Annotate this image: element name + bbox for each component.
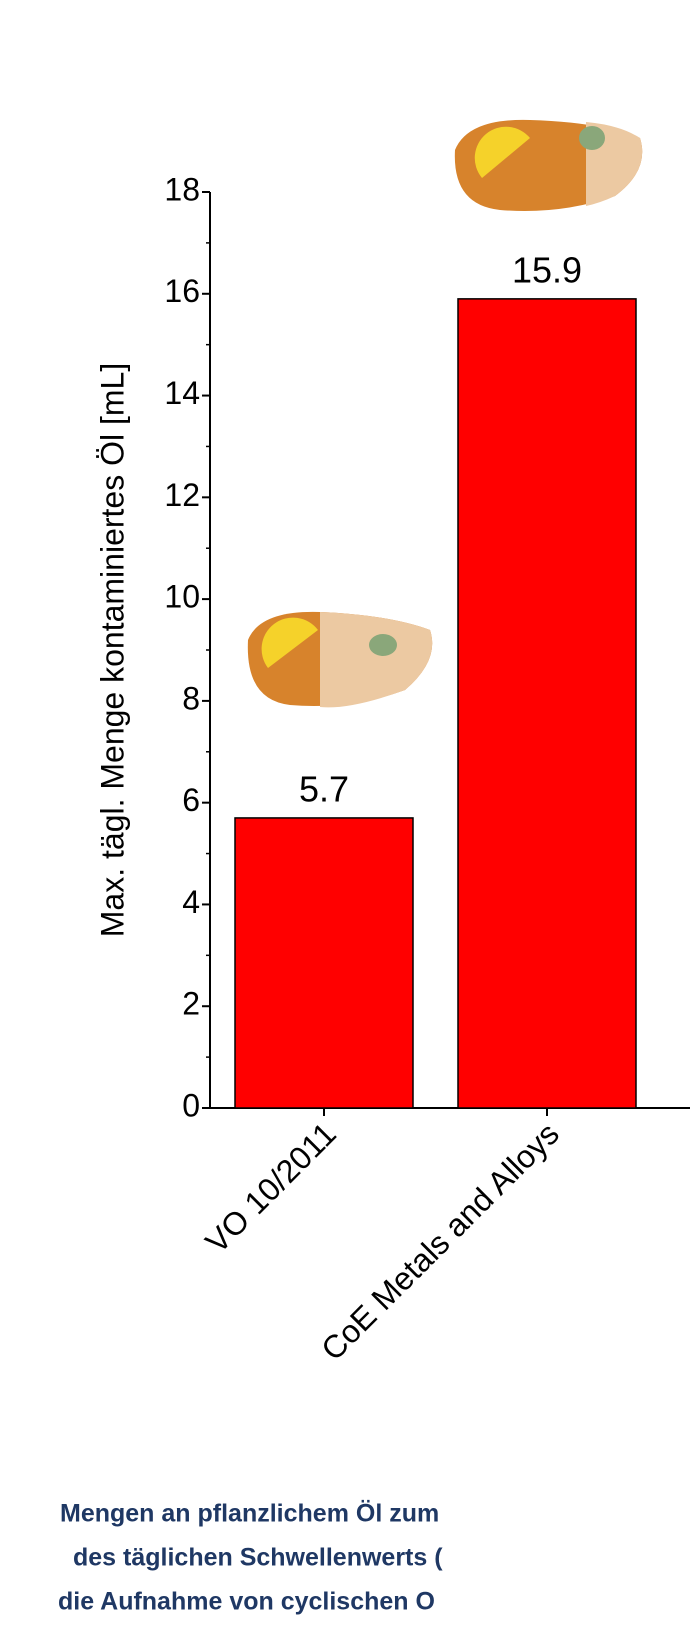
- y-tick-label: 2: [182, 986, 200, 1022]
- y-tick-label: 0: [182, 1087, 200, 1123]
- y-tick-label: 12: [164, 477, 200, 513]
- bar: [235, 818, 413, 1108]
- schnitzel-1: [248, 612, 432, 708]
- y-tick-label: 4: [182, 884, 200, 920]
- schnitzel-2: [455, 120, 642, 211]
- y-tick-label: 18: [164, 171, 200, 207]
- value-label: 5.7: [299, 768, 349, 809]
- caption-line: Mengen an pflanzlichem Öl zum: [60, 1499, 439, 1528]
- y-tick-label: 6: [182, 782, 200, 818]
- y-tick-label: 14: [164, 375, 200, 411]
- caption-line: die Aufnahme von cyclischen O: [58, 1588, 435, 1616]
- y-tick-label: 16: [164, 273, 200, 309]
- value-label: 15.9: [512, 249, 582, 290]
- y-axis-label: Max. tägl. Menge kontaminiertes Öl [mL]: [94, 363, 130, 937]
- bar: [458, 299, 636, 1108]
- chart: Max. tägl. Menge kontaminiertes Öl [mL] …: [0, 0, 694, 1646]
- x-tick-label: CoE Metals and Alloys: [314, 1115, 566, 1367]
- caption-line: des täglichen Schwellenwerts (: [73, 1544, 443, 1572]
- y-tick-label: 10: [164, 579, 200, 615]
- x-tick-label: VO 10/2011: [198, 1115, 343, 1260]
- y-tick-label: 8: [182, 680, 200, 716]
